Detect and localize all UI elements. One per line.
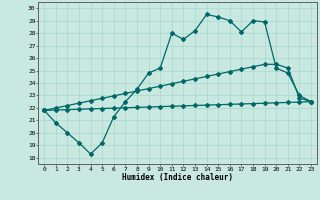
X-axis label: Humidex (Indice chaleur): Humidex (Indice chaleur): [122, 173, 233, 182]
